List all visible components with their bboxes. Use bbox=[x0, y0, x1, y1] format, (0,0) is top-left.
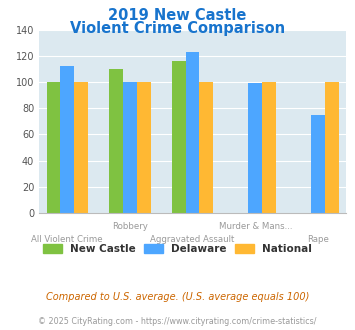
Text: Compared to U.S. average. (U.S. average equals 100): Compared to U.S. average. (U.S. average … bbox=[46, 292, 309, 302]
Text: Aggravated Assault: Aggravated Assault bbox=[151, 235, 235, 244]
Text: Violent Crime Comparison: Violent Crime Comparison bbox=[70, 21, 285, 36]
Text: © 2025 CityRating.com - https://www.cityrating.com/crime-statistics/: © 2025 CityRating.com - https://www.city… bbox=[38, 317, 317, 326]
Text: Robbery: Robbery bbox=[112, 222, 148, 231]
Text: Rape: Rape bbox=[307, 235, 329, 244]
Bar bbox=[47, 82, 60, 213]
Bar bbox=[200, 82, 213, 213]
Bar bbox=[311, 115, 325, 213]
Bar bbox=[74, 82, 88, 213]
Bar bbox=[123, 82, 137, 213]
Bar bbox=[325, 82, 339, 213]
Legend: New Castle, Delaware, National: New Castle, Delaware, National bbox=[43, 244, 312, 254]
Bar bbox=[248, 83, 262, 213]
Bar bbox=[186, 52, 200, 213]
Bar bbox=[262, 82, 276, 213]
Text: All Violent Crime: All Violent Crime bbox=[32, 235, 103, 244]
Bar bbox=[60, 66, 74, 213]
Bar bbox=[172, 61, 186, 213]
Bar bbox=[137, 82, 151, 213]
Text: 2019 New Castle: 2019 New Castle bbox=[108, 8, 247, 23]
Text: Murder & Mans...: Murder & Mans... bbox=[219, 222, 292, 231]
Bar bbox=[109, 69, 123, 213]
